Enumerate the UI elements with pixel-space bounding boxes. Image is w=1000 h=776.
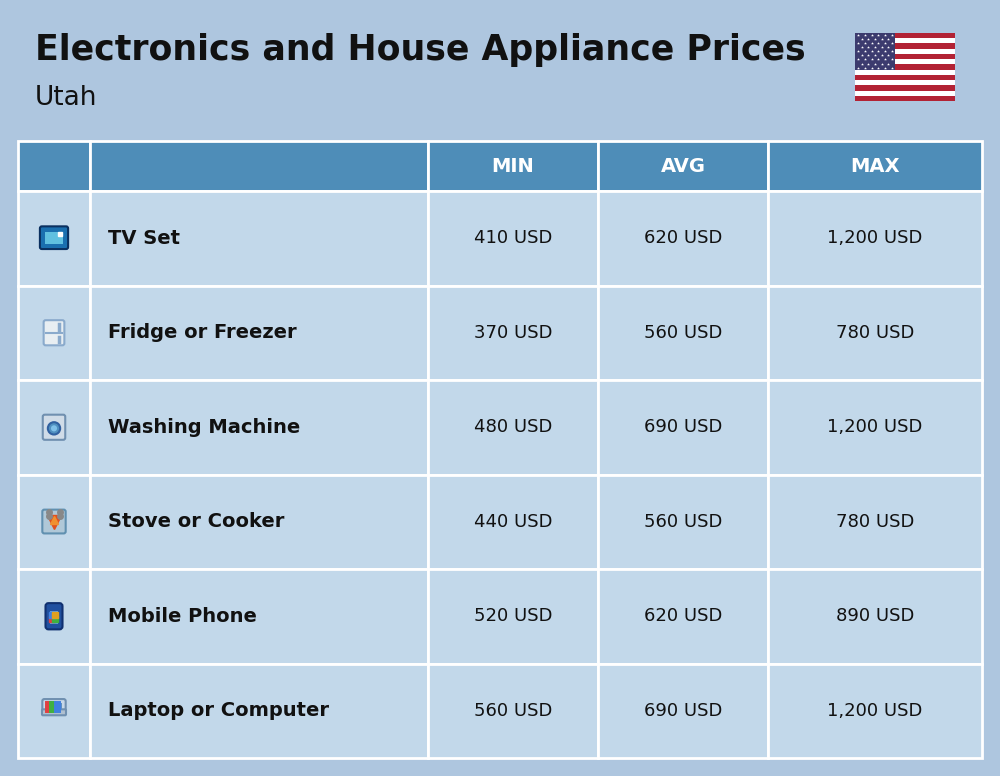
Text: 1,200 USD: 1,200 USD [827,702,923,720]
Text: 560 USD: 560 USD [644,513,722,531]
Bar [428,569,598,663]
Bar [428,474,598,569]
Text: 780 USD: 780 USD [836,324,914,341]
Bar [768,191,982,286]
Bar [855,33,895,70]
FancyBboxPatch shape [42,510,66,533]
Bar [45,232,63,244]
Bar [598,663,768,758]
Bar [18,141,90,191]
Bar [18,380,90,474]
Bar [598,191,768,286]
Bar [18,286,90,380]
Text: Fridge or Freezer: Fridge or Freezer [108,324,297,342]
Text: MAX: MAX [850,157,900,175]
FancyBboxPatch shape [46,603,62,629]
Bar [598,569,768,663]
Text: Utah: Utah [35,85,98,111]
Bar [855,59,955,64]
Text: TV Set: TV Set [108,229,180,248]
Bar [598,141,768,191]
Text: 780 USD: 780 USD [836,513,914,531]
Bar [90,663,428,758]
Bar [855,33,955,38]
Text: 480 USD: 480 USD [474,418,552,436]
Bar [428,141,598,191]
Bar [598,286,768,380]
Bar [855,49,955,54]
Text: 370 USD: 370 USD [474,324,552,341]
FancyBboxPatch shape [42,709,66,715]
Text: 560 USD: 560 USD [644,324,722,341]
FancyBboxPatch shape [44,320,64,345]
Bar [768,474,982,569]
Bar [598,380,768,474]
Bar [768,286,982,380]
Bar [18,474,90,569]
Bar [855,95,955,101]
Bar [428,191,598,286]
Text: Stove or Cooker: Stove or Cooker [108,512,284,532]
Bar [18,191,90,286]
Text: Laptop or Computer: Laptop or Computer [108,702,329,720]
Bar [90,474,428,569]
Text: 440 USD: 440 USD [474,513,552,531]
Bar [598,474,768,569]
Bar [90,380,428,474]
Bar [768,141,982,191]
Bar [855,85,955,91]
Text: Washing Machine: Washing Machine [108,417,300,437]
Bar [855,43,955,49]
Bar [855,80,955,85]
Text: 1,200 USD: 1,200 USD [827,229,923,248]
Text: Electronics and House Appliance Prices: Electronics and House Appliance Prices [35,33,806,67]
Text: 690 USD: 690 USD [644,702,722,720]
Text: 690 USD: 690 USD [644,418,722,436]
Bar [855,91,955,95]
Circle shape [48,422,60,435]
Bar [90,286,428,380]
Text: MIN: MIN [492,157,534,175]
Bar [428,380,598,474]
Bar [768,569,982,663]
Text: 890 USD: 890 USD [836,608,914,625]
Circle shape [51,425,57,431]
Bar [768,380,982,474]
FancyBboxPatch shape [42,699,66,713]
FancyBboxPatch shape [43,414,65,440]
Text: AVG: AVG [660,157,706,175]
Text: 620 USD: 620 USD [644,608,722,625]
Bar [428,663,598,758]
Bar [18,569,90,663]
Bar [855,70,955,74]
Bar [90,569,428,663]
Bar [855,38,955,43]
Bar [855,64,955,70]
Bar [855,54,955,59]
Text: Mobile Phone: Mobile Phone [108,607,257,625]
FancyBboxPatch shape [40,227,68,249]
Bar [855,74,955,80]
Bar [50,611,58,624]
Text: 410 USD: 410 USD [474,229,552,248]
Text: 520 USD: 520 USD [474,608,552,625]
Text: 620 USD: 620 USD [644,229,722,248]
Bar [768,663,982,758]
Text: 1,200 USD: 1,200 USD [827,418,923,436]
Bar [18,663,90,758]
Bar [90,141,428,191]
Bar [46,703,62,710]
Text: 560 USD: 560 USD [474,702,552,720]
Bar [90,191,428,286]
Bar [428,286,598,380]
